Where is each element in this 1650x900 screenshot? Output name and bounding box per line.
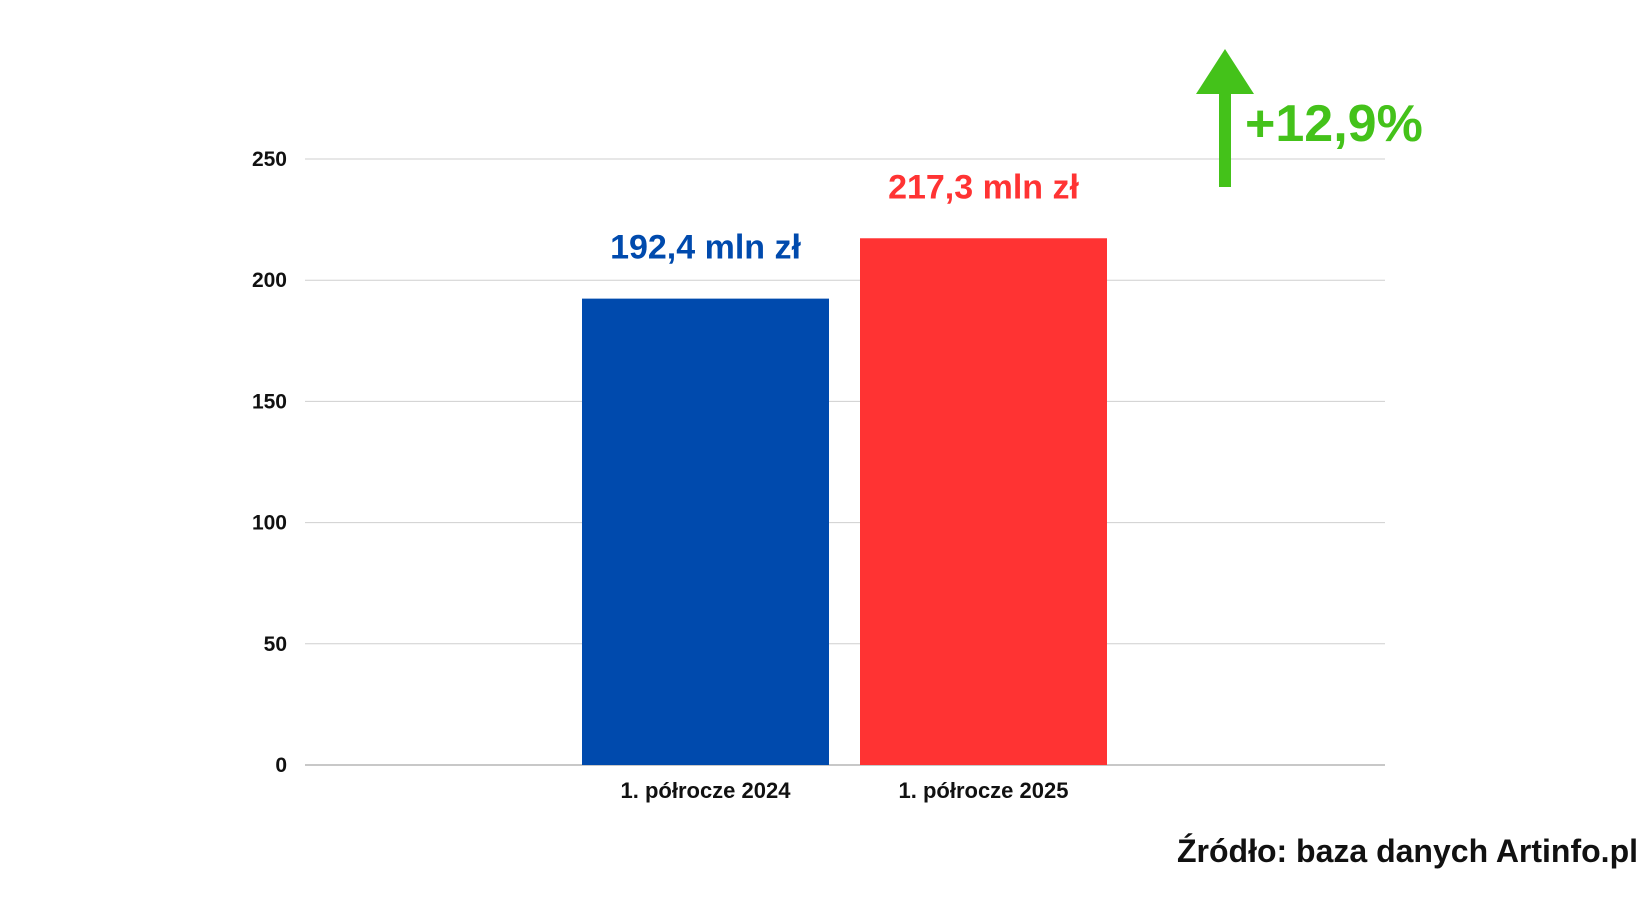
bar <box>582 298 829 765</box>
bar <box>860 238 1107 766</box>
x-tick-label: 1. półrocze 2025 <box>899 778 1069 803</box>
x-axis-labels: 1. półrocze 2024 1. półrocze 2025 <box>621 778 1069 803</box>
y-tick-label: 50 <box>264 633 287 656</box>
y-tick-label: 150 <box>252 390 287 413</box>
y-tick-label: 250 <box>252 148 287 171</box>
y-axis-ticks: 0 50 100 150 200 250 <box>252 148 287 777</box>
gridlines <box>305 158 1385 766</box>
x-tick-label: 1. półrocze 2024 <box>621 778 792 803</box>
y-tick-label: 0 <box>275 754 287 777</box>
y-tick-label: 100 <box>252 512 287 535</box>
data-labels: 192,4 mln zł 217,3 mln zł <box>610 168 1079 266</box>
growth-annotation: +12,9% <box>1196 49 1423 187</box>
change-label: +12,9% <box>1245 95 1423 153</box>
data-label: 217,3 mln zł <box>888 168 1079 206</box>
source-note: Źródło: baza danych Artinfo.pl <box>1176 833 1638 869</box>
arrow-up-icon <box>1196 49 1254 187</box>
bars <box>582 238 1107 766</box>
data-label: 192,4 mln zł <box>610 229 801 267</box>
y-tick-label: 200 <box>252 269 287 292</box>
